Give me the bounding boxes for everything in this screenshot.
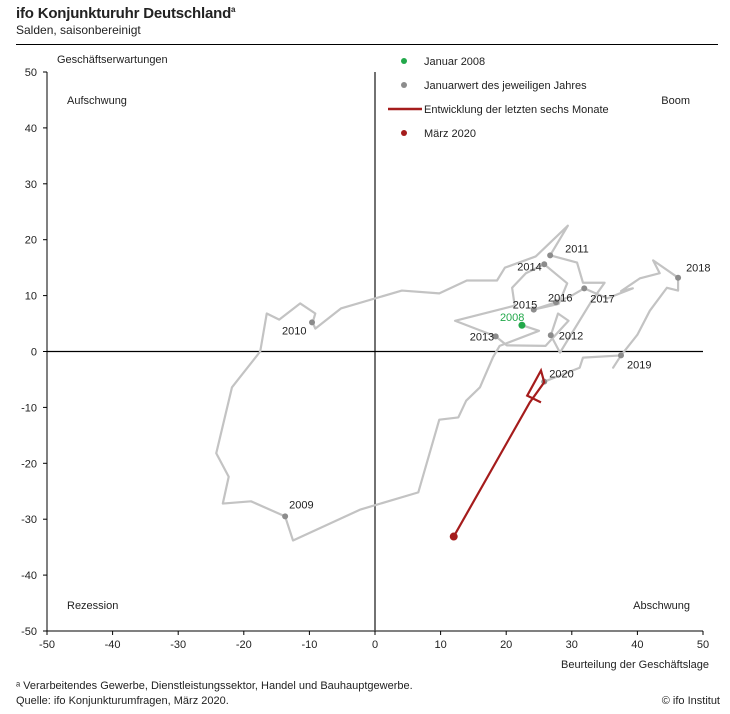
year-point-2012 <box>547 332 554 339</box>
quadrant-label-aufschwung: Aufschwung <box>67 95 127 107</box>
legend-marker <box>401 58 407 64</box>
x-tick-label: 10 <box>434 639 446 651</box>
year-point-2013 <box>492 333 499 340</box>
chart-subtitle: Salden, saisonbereinigt <box>16 23 141 37</box>
year-label-2019: 2019 <box>627 359 651 371</box>
x-tick-label: -10 <box>301 639 317 651</box>
year-label-2010: 2010 <box>282 325 306 337</box>
y-tick-label: -10 <box>21 402 37 414</box>
latest-point-maerz-2020 <box>449 532 458 541</box>
year-point-2009 <box>282 513 289 520</box>
year-label-2015: 2015 <box>513 300 537 312</box>
year-label-2012: 2012 <box>559 330 583 342</box>
y-tick-label: 20 <box>25 235 37 247</box>
chart-title: ifo Konjunkturuhr Deutschlanda <box>16 5 236 22</box>
footnote: ᵃ Verarbeitendes Gewerbe, Dienstleistung… <box>16 680 413 692</box>
x-tick-label: 30 <box>566 639 578 651</box>
legend-label: März 2020 <box>424 128 476 140</box>
y-tick-label: 0 <box>31 347 37 359</box>
y-tick-label: -20 <box>21 458 37 470</box>
year-point-2016 <box>553 299 560 306</box>
quadrant-label-rezession: Rezession <box>67 600 118 612</box>
x-tick-label: 20 <box>500 639 512 651</box>
y-tick-label: 10 <box>25 291 37 303</box>
quadrant-label-boom: Boom <box>661 95 690 107</box>
legend-marker <box>401 130 407 136</box>
legend-marker <box>401 82 407 88</box>
year-label-2017: 2017 <box>590 293 614 305</box>
year-point-2008 <box>518 321 526 329</box>
y-tick-label: -30 <box>21 514 37 526</box>
header-divider <box>16 44 718 45</box>
year-point-2011 <box>547 252 554 259</box>
quadrant-label-abschwung: Abschwung <box>633 600 690 612</box>
legend-label: Januar 2008 <box>424 56 485 68</box>
y-tick-label: 30 <box>25 179 37 191</box>
copyright: © ifo Institut <box>661 695 720 707</box>
y-tick-label: 50 <box>25 67 37 79</box>
recent-six-months-line <box>452 367 546 538</box>
legend-label: Januarwert des jeweiligen Jahres <box>424 80 587 92</box>
y-tick-label: -40 <box>21 570 37 582</box>
year-label-2016: 2016 <box>548 292 572 304</box>
y-tick-label: 40 <box>25 123 37 135</box>
x-tick-label: -30 <box>170 639 186 651</box>
year-point-2010 <box>309 319 316 326</box>
y-axis-title: Geschäftserwartungen <box>57 54 168 66</box>
year-label-2009: 2009 <box>289 499 313 511</box>
year-label-2013: 2013 <box>470 331 494 343</box>
source-note: Quelle: ifo Konjunkturumfragen, März 202… <box>16 695 229 707</box>
year-label-2011: 2011 <box>565 243 589 255</box>
y-tick-label: -50 <box>21 626 37 638</box>
year-point-2019 <box>618 352 624 359</box>
history-line <box>215 224 680 542</box>
x-tick-label: -50 <box>39 639 55 651</box>
x-tick-label: -40 <box>105 639 121 651</box>
x-tick-label: 40 <box>631 639 643 651</box>
year-point-2018 <box>675 274 682 281</box>
legend-label: Entwicklung der letzten sechs Monate <box>424 104 609 116</box>
x-tick-label: 50 <box>697 639 709 651</box>
year-label-2018: 2018 <box>686 263 710 275</box>
year-point-2014 <box>541 261 548 268</box>
year-point-2017 <box>581 285 588 292</box>
year-label-2020: 2020 <box>549 369 573 381</box>
year-label-2008: 2008 <box>500 312 524 324</box>
year-point-2015 <box>530 306 537 313</box>
x-tick-label: 0 <box>372 639 378 651</box>
x-axis-title: Beurteilung der Geschäftslage <box>561 659 709 671</box>
x-tick-label: -20 <box>236 639 252 651</box>
year-label-2014: 2014 <box>517 261 541 273</box>
